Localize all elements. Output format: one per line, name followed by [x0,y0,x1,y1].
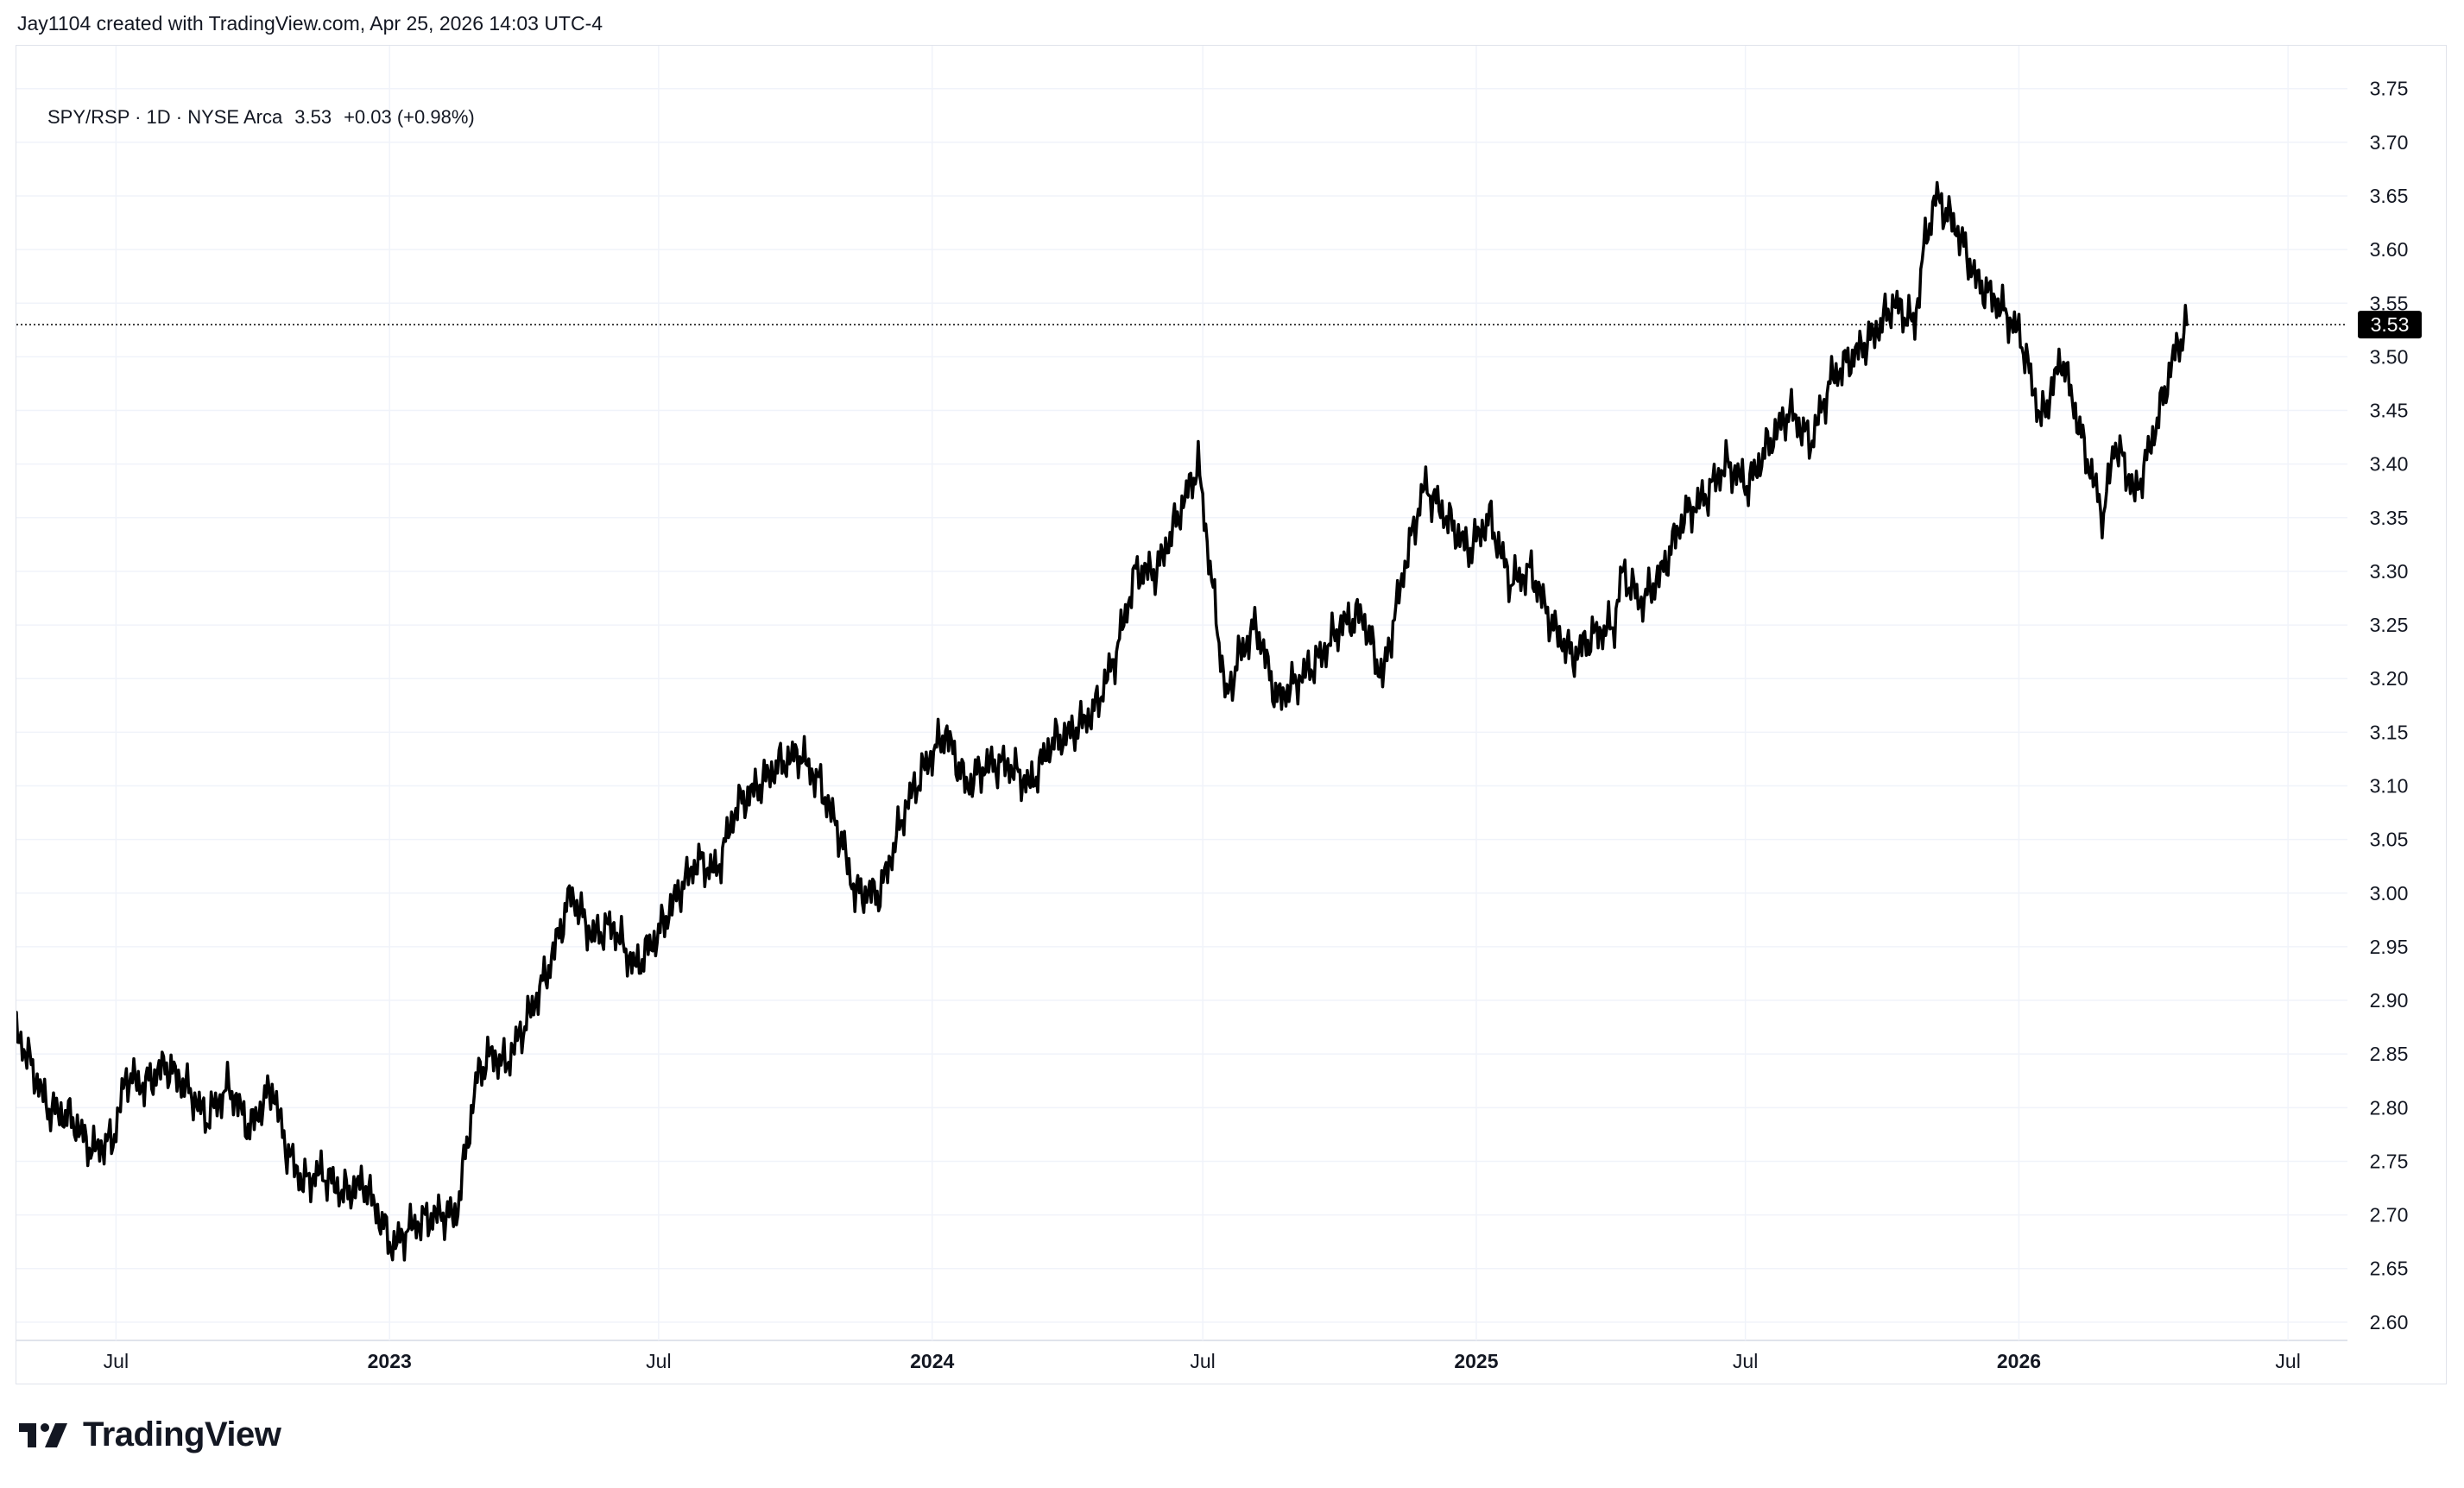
y-tick-label: 2.85 [2370,1043,2409,1065]
price-line [16,180,2189,1262]
y-tick-label: 3.25 [2370,614,2409,636]
y-tick-label: 3.35 [2370,507,2409,529]
last-price-badge [2358,311,2422,339]
x-tick-label: Jul [2275,1350,2300,1372]
y-tick-label: 3.65 [2370,185,2409,207]
y-tick-label: 3.75 [2370,78,2409,100]
y-tick-label: 2.90 [2370,989,2409,1012]
price-chart[interactable]: Jul 2023 Jul 2024 Jul 2025 Jul 2026 Jul 3.75 3.70… [16,46,2448,1385]
legend-last-value: 3.53 [294,106,332,128]
legend-symbol[interactable]: SPY/RSP · 1D · NYSE Arca [47,106,283,128]
x-tick-label: 2026 [1997,1350,2041,1372]
y-tick-label: 3.40 [2370,453,2409,476]
y-tick-label: 3.05 [2370,829,2409,851]
y-tick-label: 2.65 [2370,1258,2409,1280]
y-tick-label: 2.95 [2370,936,2409,958]
y-tick-label: 3.15 [2370,721,2409,743]
y-tick-label: 3.70 [2370,131,2409,154]
tradingview-logo-icon [19,1422,67,1447]
y-tick-label: 3.10 [2370,774,2409,797]
legend-change: +0.03 (+0.98%) [344,106,475,128]
y-tick-label: 2.60 [2370,1311,2409,1334]
x-tick-label: 2025 [1454,1350,1498,1372]
symbol-legend: SPY/RSP · 1D · NYSE Arca 3.53 +0.03 (+0.98… [47,106,475,129]
y-tick-label: 3.60 [2370,238,2409,261]
y-tick-label: 3.00 [2370,882,2409,905]
y-tick-label: 3.55 [2370,292,2409,314]
y-tick-label: 3.50 [2370,345,2409,368]
y-tick-label: 2.80 [2370,1096,2409,1119]
y-tick-label: 2.75 [2370,1150,2409,1172]
y-tick-label: 3.30 [2370,560,2409,583]
chart-frame[interactable]: Jul 2023 Jul 2024 Jul 2025 Jul 2026 Jul 3.75 3.70… [16,45,2447,1384]
last-price-label: 3.53 [2371,313,2410,336]
x-tick-label: 2024 [910,1350,954,1372]
y-tick-label: 3.45 [2370,400,2409,422]
logo-wordmark: TradingView [83,1415,281,1453]
chart-attribution: Jay1104 created with TradingView.com, Ap… [17,12,603,35]
tradingview-logo[interactable]: TradingView [19,1415,281,1454]
y-tick-label: 2.70 [2370,1204,2409,1226]
y-tick-label: 3.20 [2370,667,2409,690]
x-tick-label: Jul [1733,1350,1758,1372]
x-tick-label: 2023 [368,1350,412,1372]
x-tick-label: Jul [104,1350,129,1372]
x-tick-label: Jul [1190,1350,1215,1372]
x-tick-label: Jul [646,1350,671,1372]
